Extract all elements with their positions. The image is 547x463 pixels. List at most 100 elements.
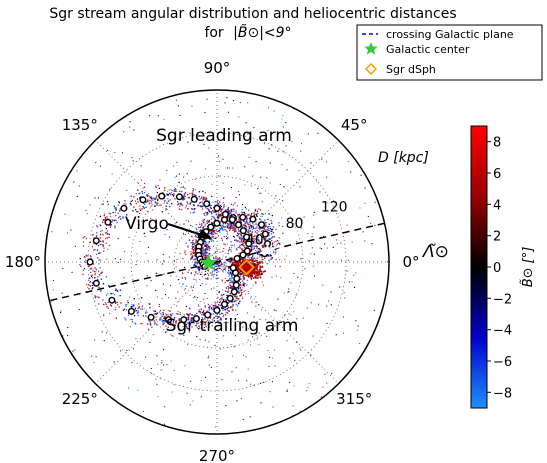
distance-point [243, 233, 251, 241]
scatter-star [172, 165, 174, 167]
scatter-star [195, 240, 197, 242]
scatter-star [202, 190, 204, 192]
scatter-star [321, 248, 323, 250]
scatter-star [170, 315, 173, 317]
scatter-star [193, 250, 195, 252]
scatter-star [271, 242, 274, 244]
scatter-star [263, 381, 265, 383]
scatter-star [227, 260, 229, 262]
angle-tick-label: 315° [336, 390, 372, 408]
scatter-star [201, 251, 204, 253]
scatter-star [138, 303, 140, 305]
scatter-star [246, 380, 248, 382]
scatter-star [97, 270, 100, 272]
scatter-star [201, 283, 203, 285]
scatter-star [229, 215, 231, 218]
scatter-star [144, 182, 146, 184]
scatter-star [318, 303, 320, 305]
scatter-star [260, 176, 262, 178]
scatter-star [210, 274, 212, 276]
scatter-star [174, 324, 177, 326]
scatter-star [182, 198, 184, 200]
scatter-star [237, 321, 239, 323]
scatter-star [275, 251, 277, 253]
scatter-star [182, 325, 184, 328]
scatter-star [117, 238, 119, 240]
scatter-star [82, 273, 84, 275]
distance-point [190, 195, 198, 203]
scatter-star [149, 307, 151, 309]
scatter-star [161, 362, 163, 364]
scatter-star [222, 300, 225, 302]
scatter-star [88, 265, 90, 267]
scatter-star [226, 231, 228, 233]
scatter-star [213, 287, 215, 289]
scatter-star [109, 213, 112, 215]
scatter-star [106, 233, 109, 235]
scatter-star [231, 285, 233, 288]
scatter-star [260, 254, 262, 256]
scatter-star [155, 185, 157, 187]
scatter-star [247, 133, 249, 135]
scatter-star [159, 318, 161, 320]
scatter-star [188, 331, 191, 333]
scatter-star [123, 308, 125, 311]
scatter-star [158, 187, 160, 190]
scatter-star [252, 242, 255, 244]
scatter-star [107, 307, 109, 309]
scatter-star [262, 213, 265, 216]
scatter-star [257, 261, 259, 264]
scatter-star [141, 297, 143, 299]
scatter-star [160, 204, 162, 206]
scatter-star [238, 269, 240, 271]
scatter-star [244, 267, 246, 269]
scatter-star [156, 311, 158, 314]
scatter-star [242, 297, 244, 300]
colorbar-tick-label: −6 [493, 355, 512, 370]
distance-point [220, 300, 228, 308]
scatter-star [239, 301, 241, 303]
scatter-star [192, 256, 194, 258]
scatter-star [172, 313, 174, 315]
scatter-star [185, 207, 187, 209]
scatter-star [164, 189, 166, 192]
scatter-star [271, 381, 273, 383]
scatter-star [221, 307, 223, 309]
scatter-star [88, 279, 90, 281]
scatter-star [195, 239, 197, 241]
scatter-star [213, 256, 215, 258]
scatter-star [236, 264, 238, 267]
scatter-star [250, 383, 252, 385]
scatter-star [106, 216, 108, 218]
scatter-star [249, 259, 251, 261]
scatter-star [236, 305, 239, 307]
scatter-star [147, 319, 150, 321]
scatter-star [206, 220, 208, 223]
scatter-star [216, 263, 218, 265]
scatter-star [217, 203, 220, 205]
scatter-star [260, 309, 262, 311]
scatter-star [231, 259, 233, 262]
scatter-star [225, 405, 227, 407]
scatter-star [226, 209, 228, 211]
scatter-star [194, 255, 196, 257]
scatter-star [243, 290, 245, 292]
scatter-star [117, 217, 120, 219]
scatter-star [229, 282, 231, 284]
scatter-star [274, 265, 276, 267]
scatter-star [91, 355, 93, 357]
scatter-star [102, 244, 104, 246]
scatter-star [218, 271, 220, 273]
scatter-star [237, 264, 240, 266]
scatter-star [155, 378, 157, 380]
scatter-star [218, 260, 220, 262]
scatter-star [184, 325, 186, 327]
scatter-star [207, 242, 209, 244]
scatter-star [258, 250, 260, 252]
scatter-star [208, 200, 211, 202]
scatter-star [241, 211, 243, 213]
scatter-star [219, 231, 221, 233]
scatter-star [214, 266, 216, 268]
scatter-star [204, 376, 206, 378]
scatter-star [191, 289, 193, 291]
